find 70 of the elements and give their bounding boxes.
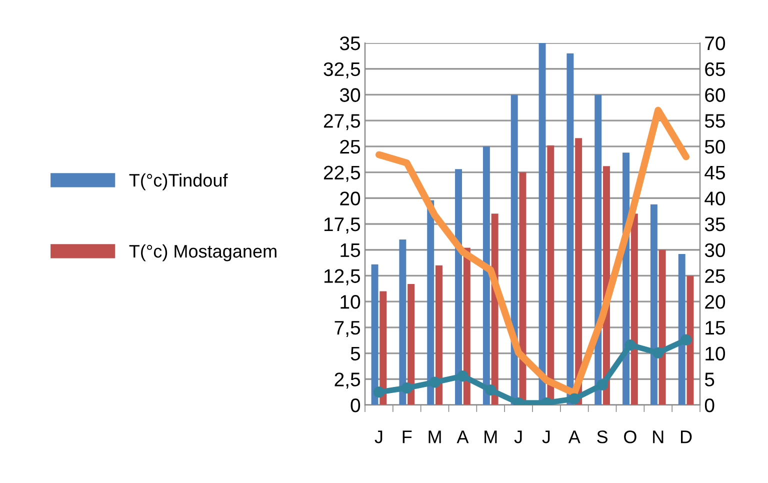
- y2-tick-label: 50: [704, 140, 726, 154]
- y-tick-label: 35: [340, 36, 360, 50]
- bar: [371, 264, 378, 405]
- y-tick-label: 15: [340, 244, 360, 258]
- y-tick-label: 2,5: [334, 372, 360, 389]
- bar: [482, 146, 490, 405]
- y-tick-label: 25: [340, 140, 360, 154]
- y-tick-label: 17,5: [324, 218, 360, 234]
- y2-tick-label: 25: [705, 269, 725, 283]
- y2-tick-label: 40: [704, 192, 726, 206]
- legend-label: T(°c)Tindouf: [129, 173, 228, 190]
- bar: [630, 214, 638, 405]
- y-tick-label: 12,5: [324, 269, 360, 286]
- y2-tick-label: 15: [706, 321, 725, 335]
- point: [401, 382, 412, 394]
- y-tick-label: 27,5: [324, 114, 360, 130]
- y2-tick-label: 45: [704, 166, 725, 180]
- bar: [510, 94, 518, 405]
- point: [429, 376, 440, 388]
- y2-tick-label: 5: [704, 372, 714, 386]
- bar: [658, 250, 666, 405]
- legend-label: T(°c) Mostaganem: [129, 244, 276, 262]
- x-tick-label: J: [374, 430, 382, 444]
- y-tick-label: 0: [350, 398, 360, 412]
- y-tick-label: 20: [340, 192, 360, 206]
- y2-tick-label: 0: [704, 398, 714, 412]
- bar: [380, 291, 387, 405]
- bar: [455, 169, 462, 405]
- bar: [650, 204, 658, 405]
- x-tick-label: M: [428, 430, 441, 444]
- y2-tick-label: 60: [705, 88, 726, 102]
- x-tick-label: F: [402, 430, 412, 444]
- point: [373, 386, 385, 398]
- point: [568, 393, 580, 404]
- y-tick-label: 7,5: [334, 321, 360, 337]
- y2-tick-label: 30: [704, 243, 726, 258]
- y2-tick-label: 35: [704, 217, 725, 232]
- point: [457, 370, 468, 382]
- bar: [686, 276, 694, 405]
- y-tick-label: 32,5: [324, 62, 360, 78]
- point: [624, 339, 636, 351]
- x-tick-label: J: [514, 430, 522, 444]
- x-tick-label: A: [568, 430, 580, 444]
- y2-tick-label: 70: [705, 36, 726, 50]
- y-tick-label: 10: [340, 295, 360, 309]
- y2-tick-label: 55: [704, 114, 725, 128]
- y-tick-label: 22,5: [324, 166, 360, 182]
- point: [680, 334, 692, 346]
- bar: [408, 284, 415, 405]
- y-tick-label: 5: [350, 346, 360, 361]
- x-tick-label: A: [456, 430, 469, 444]
- y2-tick-label: 65: [705, 62, 725, 76]
- x-tick-label: M: [484, 430, 497, 444]
- x-tick-label: N: [653, 430, 664, 444]
- bar: [427, 200, 434, 405]
- x-tick-label: S: [597, 430, 608, 444]
- point: [596, 379, 608, 390]
- point: [652, 347, 664, 358]
- bar: [566, 53, 574, 405]
- y2-tick-label: 10: [706, 346, 726, 361]
- y-tick-label: 30: [340, 88, 360, 102]
- bar: [435, 265, 442, 405]
- x-tick-label: D: [681, 430, 692, 444]
- y2-tick-label: 20: [705, 295, 726, 309]
- x-tick-label: O: [624, 430, 636, 444]
- bar: [594, 94, 602, 405]
- x-tick-label: J: [542, 430, 550, 444]
- point: [485, 384, 496, 396]
- bar: [399, 240, 406, 405]
- bar: [678, 254, 686, 405]
